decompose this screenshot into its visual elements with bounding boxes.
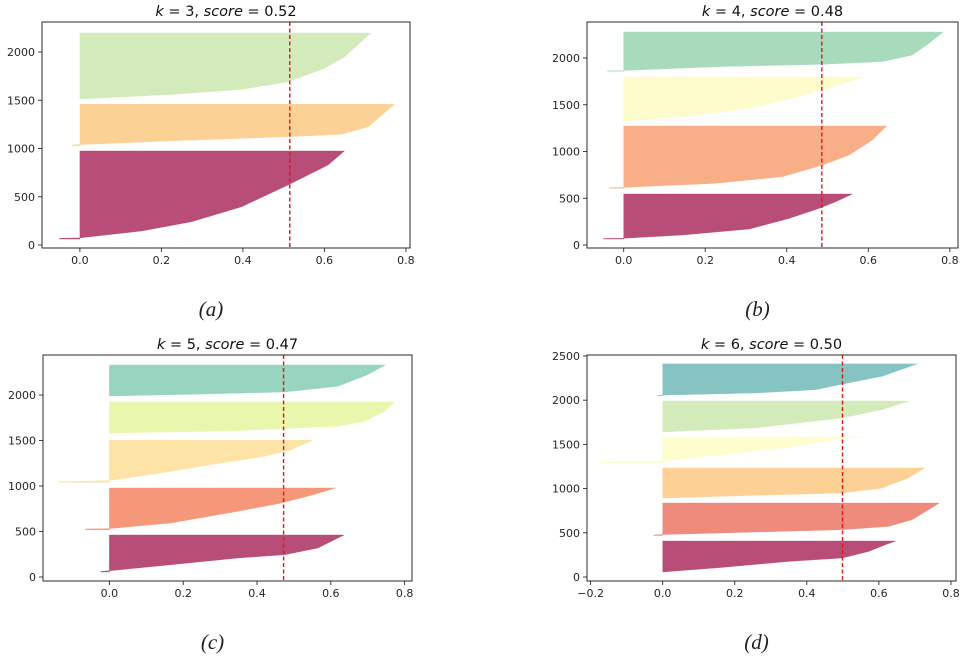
x-tick-label: 0.6 (322, 587, 340, 600)
silhouette-cluster-5 (657, 363, 918, 397)
title-variable: k (157, 337, 166, 353)
silhouette-cluster-0 (603, 193, 853, 240)
panel-title: k = 6, score = 0.50 (701, 337, 842, 353)
x-tick-label: 0.6 (870, 587, 888, 600)
x-tick-label: 0.4 (248, 587, 266, 600)
x-tick-label: 0.4 (778, 254, 796, 267)
y-tick-label: 1000 (552, 483, 580, 496)
y-tick-label: 500 (14, 191, 35, 204)
x-tick-label: 0.0 (615, 254, 633, 267)
axes-frame (41, 21, 411, 249)
title-text: = 0.48 (789, 4, 843, 20)
silhouette-cluster-3 (601, 436, 863, 463)
title-text: = 6, (709, 337, 749, 353)
axes-frame (42, 354, 413, 582)
panel-title: k = 3, score = 0.52 (155, 4, 296, 20)
panel-b: 0.0 0.2 0.4 0.6 0.8 0 500 1000 1500 2000 k = 4, sc… (552, 4, 959, 321)
title-variable: score (204, 4, 243, 20)
y-tick-label: 2000 (8, 389, 36, 402)
title-variable: score (205, 337, 244, 353)
y-tick-label: 2500 (552, 350, 580, 363)
y-tick-label: 1500 (8, 435, 36, 448)
silhouette-cluster-0 (59, 150, 345, 240)
silhouette-cluster-1 (653, 502, 941, 536)
y-tick-label: 2000 (552, 394, 580, 407)
silhouette-cluster-1 (71, 104, 396, 146)
axes-frame (586, 354, 957, 582)
silhouette-cluster-1 (85, 487, 336, 530)
title-variable: k (702, 4, 711, 20)
title-text: = 3, (164, 4, 204, 20)
title-variable: score (749, 337, 788, 353)
y-tick-label: 0 (573, 239, 580, 252)
y-tick-label: 0 (29, 571, 36, 584)
silhouette-cluster-3 (109, 401, 396, 434)
x-tick-label: 0.2 (174, 587, 192, 600)
y-tick-label: 1000 (7, 143, 35, 156)
panel-caption: (c) (201, 630, 224, 654)
silhouette-cluster-4 (662, 400, 910, 433)
x-tick-label: 0.8 (397, 254, 415, 267)
y-tick-label: 500 (15, 526, 36, 539)
y-tick-label: 500 (559, 527, 580, 540)
x-tick-label: 0.0 (71, 254, 89, 267)
y-tick-label: 1000 (8, 480, 36, 493)
panel-c: 0.0 0.2 0.4 0.6 0.8 0 500 1000 1500 2000 k = 5, sc… (8, 337, 413, 654)
y-tick-label: 2000 (552, 52, 580, 65)
panel-a: 0.0 0.2 0.4 0.6 0.8 0 500 1000 1500 2000 k = 3, sc… (7, 4, 415, 321)
x-tick-label: 0.8 (941, 254, 959, 267)
y-tick-label: 2000 (7, 46, 35, 59)
title-variable: k (155, 4, 164, 20)
title-text: = 5, (165, 337, 205, 353)
x-tick-label: 0.0 (101, 587, 119, 600)
x-tick-label: 0.2 (726, 587, 744, 600)
panel-caption: (a) (199, 297, 224, 321)
silhouette-cluster-0 (662, 540, 896, 573)
x-tick-label: −0.2 (577, 587, 604, 600)
x-tick-label: 0.8 (942, 587, 960, 600)
title-text: = 0.47 (244, 337, 298, 353)
x-tick-label: 0.8 (396, 587, 414, 600)
silhouette-cluster-2 (79, 32, 372, 100)
title-text: = 0.52 (243, 4, 297, 20)
x-tick-label: 0.4 (798, 587, 816, 600)
x-tick-label: 0.6 (860, 254, 878, 267)
x-tick-label: 0.2 (696, 254, 714, 267)
silhouette-cluster-4 (109, 364, 386, 397)
y-tick-label: 1500 (552, 99, 580, 112)
x-tick-label: 0.0 (654, 587, 672, 600)
y-tick-label: 1000 (552, 146, 580, 159)
panel-caption: (d) (744, 630, 769, 654)
panel-caption: (b) (745, 297, 770, 321)
panel-title: k = 4, score = 0.48 (702, 4, 843, 20)
x-tick-label: 0.6 (316, 254, 334, 267)
title-text: = 4, (710, 4, 750, 20)
silhouette-cluster-2 (623, 76, 865, 122)
silhouette-cluster-3 (607, 31, 944, 72)
silhouette-cluster-1 (609, 125, 888, 189)
silhouette-cluster-2 (58, 439, 313, 483)
panel-title: k = 5, score = 0.47 (157, 337, 298, 353)
x-tick-label: 0.2 (153, 254, 171, 267)
panel-d: −0.2 0.0 0.2 0.4 0.6 0.8 0 500 1000 1500 2000 2500 k… (552, 337, 960, 654)
y-tick-label: 1500 (7, 94, 35, 107)
silhouette-cluster-2 (662, 467, 926, 499)
x-tick-label: 0.4 (234, 254, 252, 267)
y-tick-label: 500 (559, 192, 580, 205)
y-tick-label: 0 (28, 239, 35, 252)
y-tick-label: 1500 (552, 438, 580, 451)
y-tick-label: 0 (573, 571, 580, 584)
title-variable: score (750, 4, 789, 20)
axes-frame (586, 21, 959, 249)
title-variable: k (701, 337, 710, 353)
title-text: = 0.50 (788, 337, 842, 353)
